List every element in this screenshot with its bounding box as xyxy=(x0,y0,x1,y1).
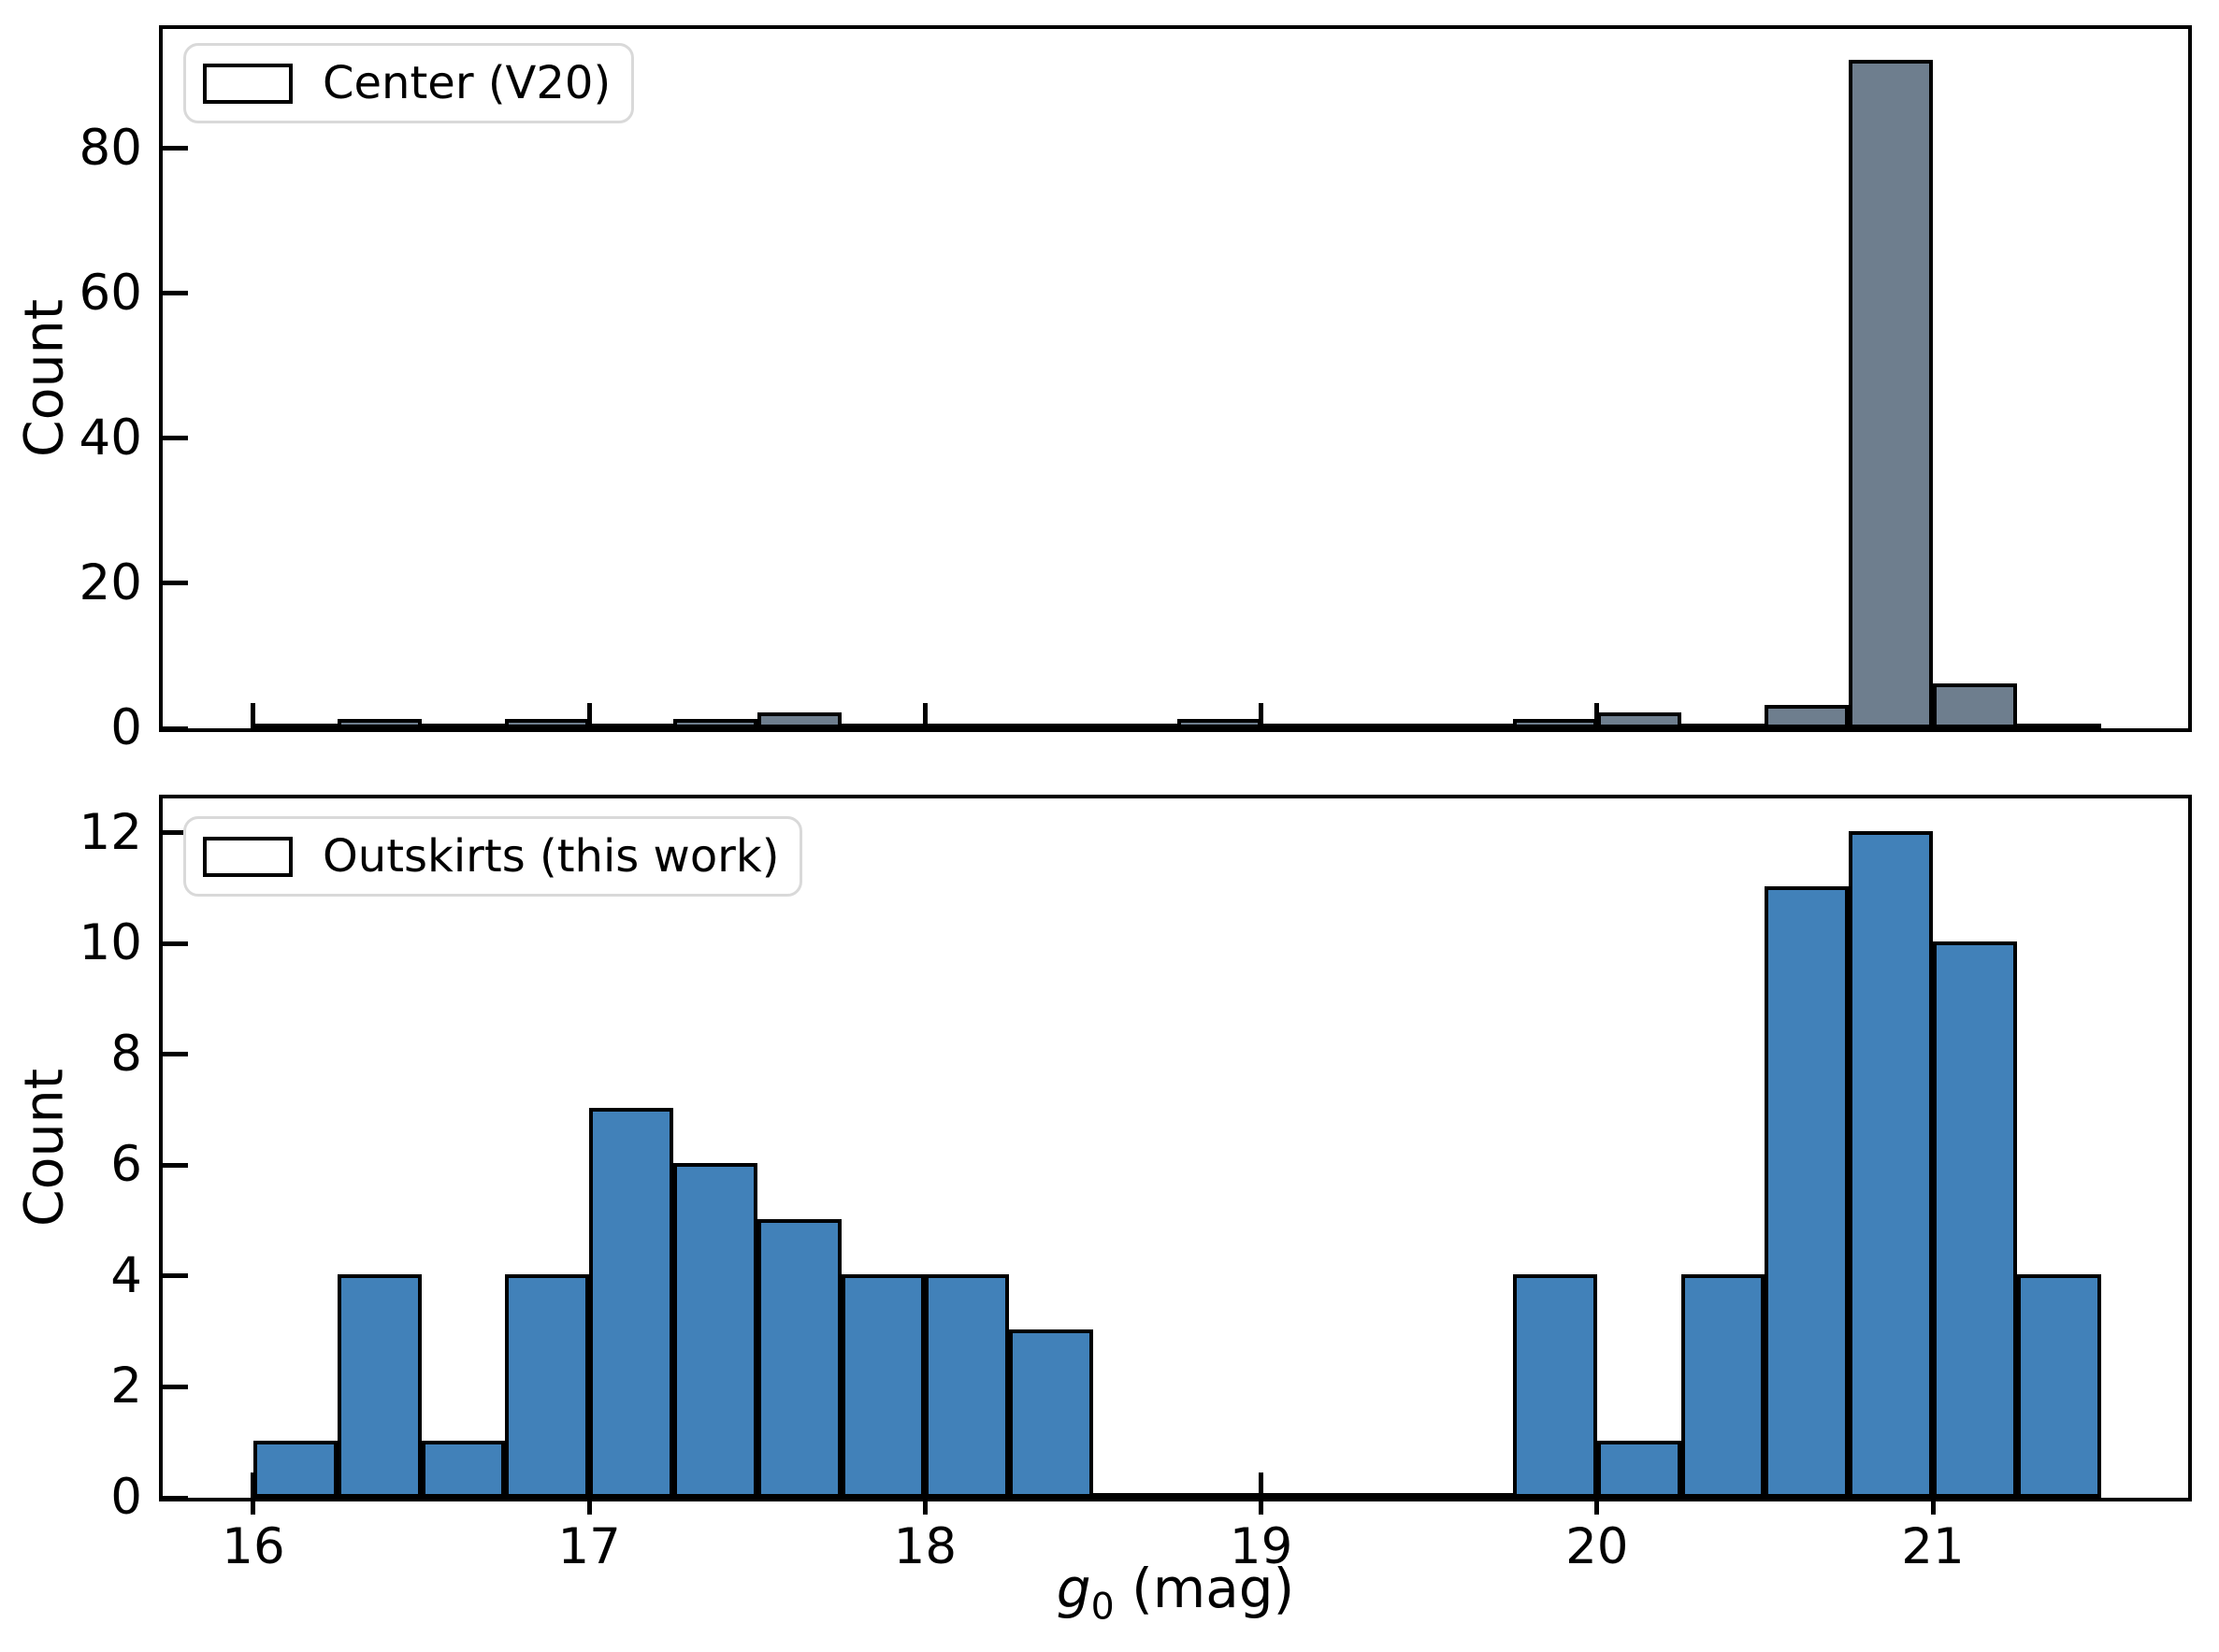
y-tick xyxy=(163,1495,188,1501)
histogram-bar xyxy=(337,1273,422,1498)
x-axis-label: g0 (mag) xyxy=(159,1559,2192,1628)
histogram-bar xyxy=(756,1218,842,1498)
histogram-bar xyxy=(672,719,757,728)
y-tick-label: 8 xyxy=(110,1025,142,1083)
y-tick xyxy=(163,1162,188,1168)
histogram-bar xyxy=(1765,886,1850,1498)
y-tick xyxy=(163,1273,188,1279)
x-axis-label-unit: (mag) xyxy=(1114,1557,1295,1620)
legend-label: Outskirts (this work) xyxy=(323,830,780,883)
x-tick-label: 18 xyxy=(893,1518,958,1575)
x-tick xyxy=(586,703,592,728)
y-tick-label: 10 xyxy=(79,914,142,972)
histogram-baseline xyxy=(252,1493,2101,1498)
histogram-bar xyxy=(1009,1329,1093,1498)
x-tick xyxy=(1259,1496,1264,1515)
y-tick xyxy=(163,581,188,586)
y-tick-label: 4 xyxy=(110,1246,142,1304)
legend-label: Center (V20) xyxy=(323,57,612,109)
histogram-bar xyxy=(925,1273,1010,1498)
y-tick xyxy=(163,291,188,296)
x-tick xyxy=(1930,1496,1936,1515)
histogram-bar xyxy=(1849,830,1933,1498)
x-tick xyxy=(922,1496,928,1515)
histogram-bar xyxy=(1933,682,2017,728)
histogram-bar xyxy=(505,1273,590,1498)
histogram-bar xyxy=(1513,1273,1597,1498)
histogram-bar xyxy=(252,1440,338,1498)
legend-swatch-blue xyxy=(203,836,293,877)
x-tick-label: 21 xyxy=(1901,1518,1965,1575)
y-tick-label: 0 xyxy=(110,1469,142,1526)
y-tick-label: 6 xyxy=(110,1136,142,1194)
histogram-bar xyxy=(1596,1440,1681,1498)
histogram-bar xyxy=(1765,704,1850,728)
top-panel: Center (V20) xyxy=(159,25,2192,732)
x-tick-label: 19 xyxy=(1229,1518,1293,1575)
histogram-bar xyxy=(1680,1273,1765,1498)
y-tick-label: 2 xyxy=(110,1358,142,1415)
x-tick xyxy=(251,703,256,728)
histogram-bar xyxy=(589,1108,673,1498)
histogram-bar xyxy=(421,1440,506,1498)
histogram-bar xyxy=(337,719,422,728)
histogram-bar xyxy=(505,719,590,728)
x-tick xyxy=(1259,703,1264,728)
histogram-bar xyxy=(672,1163,757,1498)
y-tick-label: 20 xyxy=(79,553,142,611)
y-tick xyxy=(163,1384,188,1389)
histogram-bar xyxy=(1513,719,1597,728)
bottom-panel: Outskirts (this work) xyxy=(159,795,2192,1501)
y-tick xyxy=(163,830,188,836)
y-tick xyxy=(163,146,188,151)
histogram-bar xyxy=(841,1273,926,1498)
y-tick xyxy=(163,941,188,946)
x-tick xyxy=(251,1496,256,1515)
y-tick-label: 0 xyxy=(110,699,142,756)
legend-center-v20: Center (V20) xyxy=(183,43,635,123)
histogram-bar xyxy=(1933,941,2017,1498)
y-tick-label: 40 xyxy=(79,409,142,467)
histogram-bar xyxy=(2016,1273,2101,1498)
y-tick-label: 12 xyxy=(79,803,142,861)
x-tick xyxy=(1259,1472,1264,1498)
x-tick-label: 17 xyxy=(557,1518,621,1575)
histogram-bar xyxy=(1849,59,1933,728)
x-tick xyxy=(586,1496,592,1515)
histogram-bar xyxy=(1176,719,1261,728)
legend-outskirts: Outskirts (this work) xyxy=(183,816,803,897)
x-axis-label-variable: g xyxy=(1056,1557,1091,1620)
x-tick-label: 16 xyxy=(222,1518,285,1575)
x-tick xyxy=(1594,1496,1600,1515)
histogram-bar xyxy=(756,711,842,728)
histogram-bar xyxy=(1596,711,1681,728)
x-tick xyxy=(922,703,928,728)
x-axis-label-subscript: 0 xyxy=(1090,1585,1115,1629)
y-tick-label: 60 xyxy=(79,264,142,322)
legend-swatch-gray xyxy=(203,63,293,104)
y-tick xyxy=(163,436,188,441)
y-tick xyxy=(163,1052,188,1057)
x-tick-label: 20 xyxy=(1565,1518,1629,1575)
y-tick xyxy=(163,725,188,731)
y-axis-label-top: Count xyxy=(13,298,76,458)
y-tick-label: 80 xyxy=(79,119,142,177)
